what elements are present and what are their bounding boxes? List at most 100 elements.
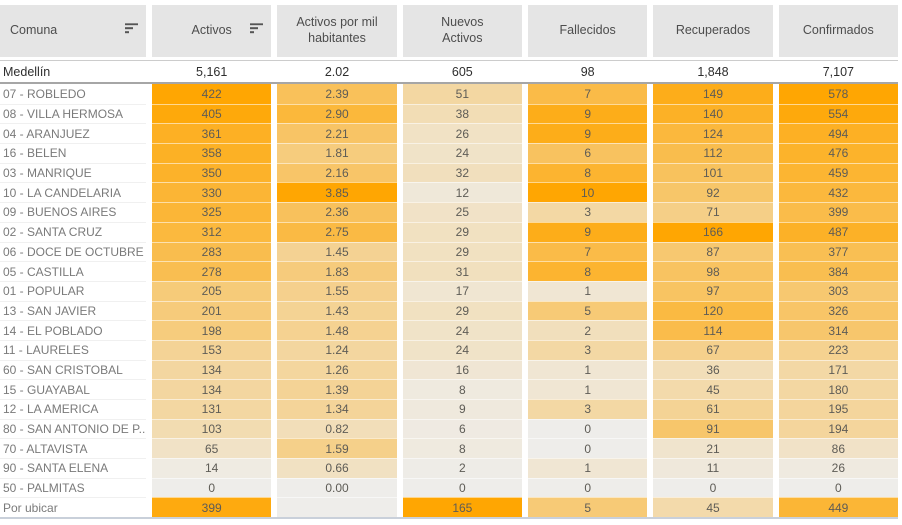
cell-activos_por_mil[interactable]: 0.82 xyxy=(277,418,397,439)
cell-fallecidos[interactable]: 3 xyxy=(528,202,648,222)
totals-label[interactable]: Medellín xyxy=(0,61,146,82)
cell-confirmados[interactable]: 326 xyxy=(778,300,898,321)
cell-fallecidos[interactable]: 3 xyxy=(528,399,648,419)
cell-nuevos_activos[interactable]: 29 xyxy=(402,221,522,242)
cell-confirmados[interactable]: 314 xyxy=(778,320,898,340)
cell-fallecidos[interactable]: 1 xyxy=(528,359,648,380)
cell-confirmados[interactable]: 377 xyxy=(778,241,898,262)
cell-confirmados[interactable]: 195 xyxy=(778,399,898,419)
cell-activos[interactable]: 0 xyxy=(152,477,272,498)
cell-confirmados[interactable]: 554 xyxy=(778,103,898,124)
cell-activos_por_mil[interactable]: 0.00 xyxy=(277,477,397,498)
header-cell-nuevos_activos[interactable]: Nuevos Activos xyxy=(402,5,522,57)
cell-nuevos_activos[interactable]: 0 xyxy=(402,477,522,498)
cell-activos[interactable]: 278 xyxy=(152,261,272,281)
row-label[interactable]: 03 - MANRIQUE xyxy=(0,162,146,183)
cell-confirmados[interactable]: 459 xyxy=(778,162,898,183)
cell-activos[interactable]: 361 xyxy=(152,123,272,144)
cell-activos[interactable]: 283 xyxy=(152,241,272,262)
cell-nuevos_activos[interactable]: 26 xyxy=(402,123,522,144)
cell-nuevos_activos[interactable]: 24 xyxy=(402,339,522,360)
cell-activos[interactable]: 405 xyxy=(152,103,272,124)
cell-activos_por_mil[interactable]: 1.45 xyxy=(277,241,397,262)
cell-recuperados[interactable]: 112 xyxy=(653,143,773,163)
row-label[interactable]: 08 - VILLA HERMOSA xyxy=(0,103,146,124)
cell-confirmados[interactable]: 494 xyxy=(778,123,898,144)
cell-confirmados[interactable]: 26 xyxy=(778,458,898,478)
cell-recuperados[interactable]: 140 xyxy=(653,103,773,124)
cell-nuevos_activos[interactable]: 31 xyxy=(402,261,522,281)
row-label[interactable]: 04 - ARANJUEZ xyxy=(0,123,146,144)
cell-recuperados[interactable]: 67 xyxy=(653,339,773,360)
cell-fallecidos[interactable]: 9 xyxy=(528,103,648,124)
cell-fallecidos[interactable]: 1 xyxy=(528,280,648,301)
cell-fallecidos[interactable]: 7 xyxy=(528,84,648,104)
row-label[interactable]: 11 - LAURELES xyxy=(0,339,146,360)
cell-nuevos_activos[interactable]: 24 xyxy=(402,143,522,163)
cell-recuperados[interactable]: 92 xyxy=(653,182,773,203)
sort-icon[interactable] xyxy=(125,23,138,39)
row-label[interactable]: Por ubicar xyxy=(0,497,146,518)
cell-fallecidos[interactable]: 1 xyxy=(528,458,648,478)
cell-activos_por_mil[interactable]: 1.43 xyxy=(277,300,397,321)
totals-cell-recuperados[interactable]: 1,848 xyxy=(653,61,773,82)
cell-recuperados[interactable]: 61 xyxy=(653,399,773,419)
cell-confirmados[interactable]: 86 xyxy=(778,438,898,459)
cell-fallecidos[interactable]: 0 xyxy=(528,438,648,459)
cell-activos_por_mil[interactable] xyxy=(277,497,397,518)
totals-cell-confirmados[interactable]: 7,107 xyxy=(778,61,898,82)
cell-activos[interactable]: 399 xyxy=(152,497,272,518)
cell-confirmados[interactable]: 384 xyxy=(778,261,898,281)
cell-activos_por_mil[interactable]: 2.36 xyxy=(277,202,397,222)
cell-confirmados[interactable]: 180 xyxy=(778,379,898,399)
cell-nuevos_activos[interactable]: 12 xyxy=(402,182,522,203)
row-label[interactable]: 06 - DOCE DE OCTUBRE xyxy=(0,241,146,262)
cell-recuperados[interactable]: 45 xyxy=(653,497,773,518)
cell-recuperados[interactable]: 45 xyxy=(653,379,773,399)
row-label[interactable]: 70 - ALTAVISTA xyxy=(0,438,146,459)
cell-activos[interactable]: 205 xyxy=(152,280,272,301)
row-label[interactable]: 80 - SAN ANTONIO DE P.. xyxy=(0,418,146,439)
cell-activos[interactable]: 131 xyxy=(152,399,272,419)
cell-activos[interactable]: 350 xyxy=(152,162,272,183)
row-label[interactable]: 10 - LA CANDELARIA xyxy=(0,182,146,203)
cell-recuperados[interactable]: 149 xyxy=(653,84,773,104)
cell-activos_por_mil[interactable]: 1.81 xyxy=(277,143,397,163)
cell-activos[interactable]: 201 xyxy=(152,300,272,321)
header-cell-fallecidos[interactable]: Fallecidos xyxy=(528,5,648,57)
cell-confirmados[interactable]: 0 xyxy=(778,477,898,498)
cell-confirmados[interactable]: 476 xyxy=(778,143,898,163)
cell-fallecidos[interactable]: 5 xyxy=(528,300,648,321)
cell-fallecidos[interactable]: 10 xyxy=(528,182,648,203)
header-cell-activos_por_mil[interactable]: Activos por mil habitantes xyxy=(277,5,397,57)
cell-recuperados[interactable]: 36 xyxy=(653,359,773,380)
row-label[interactable]: 90 - SANTA ELENA xyxy=(0,458,146,478)
cell-nuevos_activos[interactable]: 2 xyxy=(402,458,522,478)
cell-recuperados[interactable]: 0 xyxy=(653,477,773,498)
row-label[interactable]: 14 - EL POBLADO xyxy=(0,320,146,340)
header-cell-comuna[interactable]: Comuna xyxy=(0,5,146,57)
row-label[interactable]: 02 - SANTA CRUZ xyxy=(0,221,146,242)
totals-cell-fallecidos[interactable]: 98 xyxy=(528,61,648,82)
cell-recuperados[interactable]: 87 xyxy=(653,241,773,262)
cell-activos[interactable]: 325 xyxy=(152,202,272,222)
cell-recuperados[interactable]: 71 xyxy=(653,202,773,222)
cell-confirmados[interactable]: 432 xyxy=(778,182,898,203)
cell-activos[interactable]: 153 xyxy=(152,339,272,360)
cell-nuevos_activos[interactable]: 8 xyxy=(402,438,522,459)
cell-nuevos_activos[interactable]: 9 xyxy=(402,399,522,419)
cell-recuperados[interactable]: 21 xyxy=(653,438,773,459)
cell-nuevos_activos[interactable]: 25 xyxy=(402,202,522,222)
cell-recuperados[interactable]: 114 xyxy=(653,320,773,340)
cell-fallecidos[interactable]: 6 xyxy=(528,143,648,163)
cell-activos_por_mil[interactable]: 2.90 xyxy=(277,103,397,124)
cell-fallecidos[interactable]: 9 xyxy=(528,221,648,242)
row-label[interactable]: 12 - LA AMERICA xyxy=(0,399,146,419)
cell-fallecidos[interactable]: 3 xyxy=(528,339,648,360)
cell-activos_por_mil[interactable]: 1.39 xyxy=(277,379,397,399)
cell-confirmados[interactable]: 223 xyxy=(778,339,898,360)
cell-activos_por_mil[interactable]: 0.66 xyxy=(277,458,397,478)
row-label[interactable]: 16 - BELEN xyxy=(0,143,146,163)
cell-nuevos_activos[interactable]: 17 xyxy=(402,280,522,301)
cell-nuevos_activos[interactable]: 165 xyxy=(402,497,522,518)
